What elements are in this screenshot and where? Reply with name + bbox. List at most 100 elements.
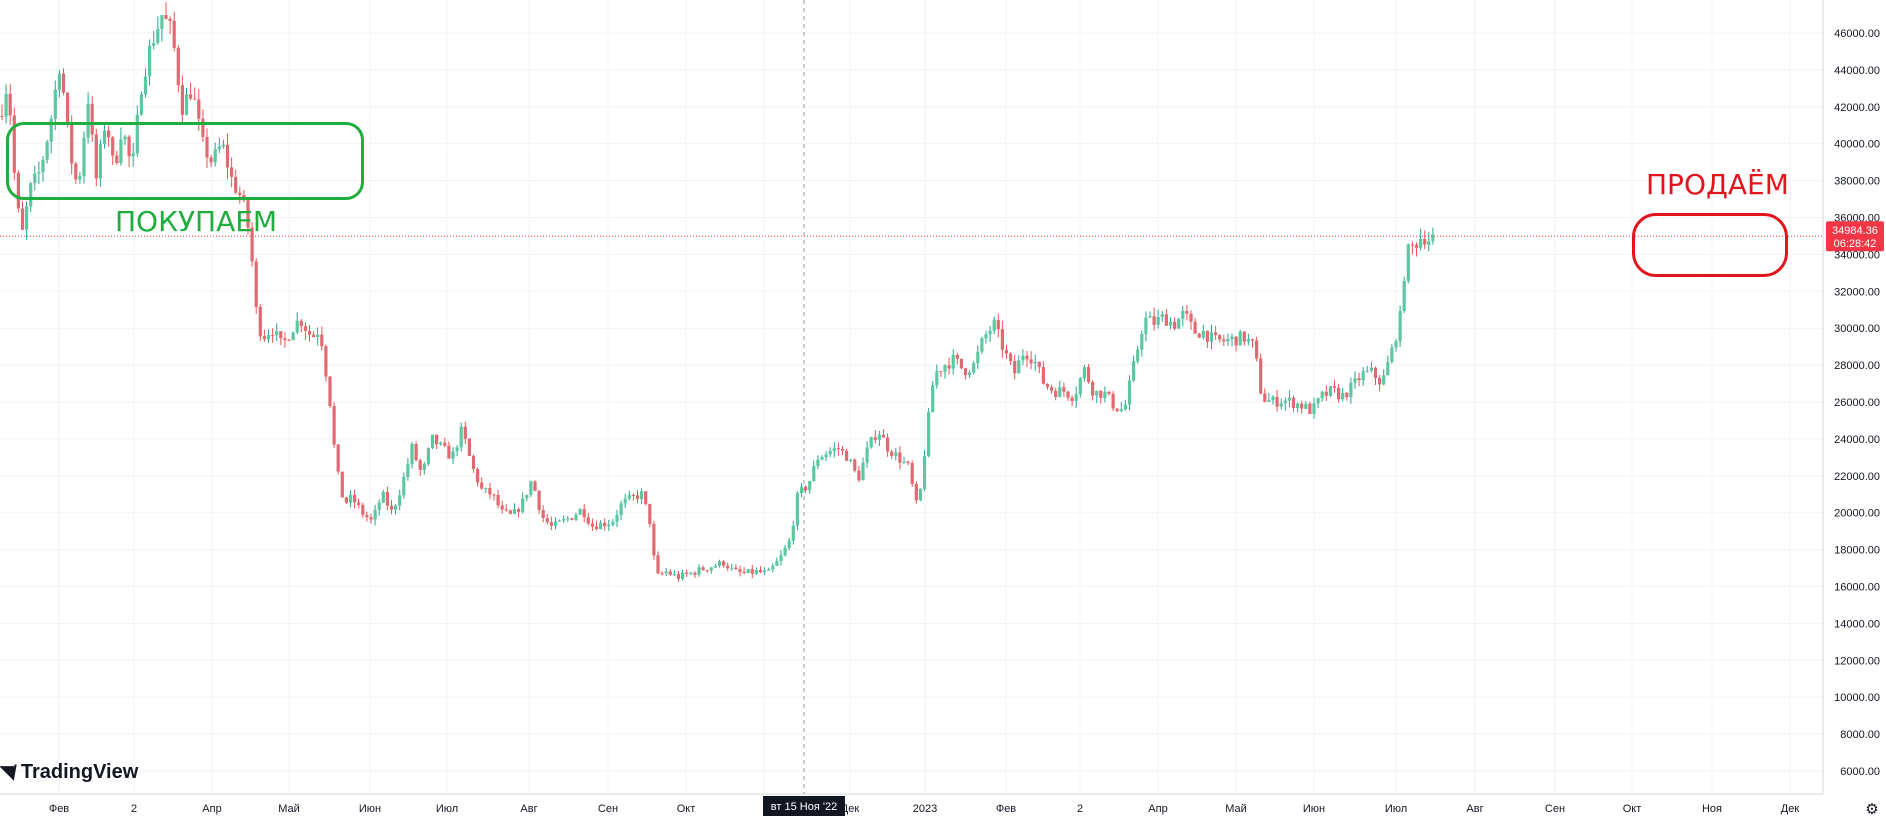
candle-body: [283, 338, 287, 340]
candle-body: [1414, 244, 1419, 248]
candle-body: [549, 522, 553, 526]
candle-body: [853, 459, 857, 471]
candle-body: [1119, 409, 1123, 412]
candle-body: [1378, 377, 1382, 385]
candle-body: [1050, 387, 1054, 391]
candle-body: [615, 514, 619, 522]
candle-body: [33, 173, 37, 184]
candle-body: [12, 115, 16, 173]
candle-body: [1279, 403, 1283, 407]
candle-body: [271, 335, 275, 337]
candle-body: [1263, 393, 1267, 402]
candle-body: [1160, 314, 1164, 317]
candle-body: [599, 522, 603, 530]
candle-body: [435, 434, 439, 445]
candle-body: [1275, 396, 1279, 407]
candle-body: [553, 521, 558, 526]
time-scale: Фев 2 Апр Май Июн Июл Авг Сен Окт Дек 2023 Фев 2 Апр М…: [49, 803, 1800, 815]
candle-body: [20, 208, 25, 230]
price-tick-label: 24000.00: [1834, 434, 1880, 446]
candle-body: [1345, 392, 1349, 398]
price-tick-label: 40000.00: [1834, 139, 1880, 151]
time-tick-label: Дек: [841, 803, 860, 815]
last-price-badge[interactable]: 34984.36 06:28:42: [1826, 221, 1884, 252]
candle-body: [496, 494, 500, 506]
candle-body: [902, 461, 906, 463]
time-tick-label: Дек: [1781, 803, 1800, 815]
price-tick-label: 16000.00: [1834, 582, 1880, 594]
candle-body: [316, 334, 320, 337]
candle-body: [340, 471, 344, 498]
candle-body: [201, 118, 205, 137]
candle-body: [758, 570, 763, 573]
candle-body: [406, 463, 410, 478]
candlestick-series: [0, 2, 1435, 582]
candle-body: [353, 494, 357, 503]
candle-body: [824, 454, 828, 458]
candle-body: [931, 385, 935, 413]
candle-body: [681, 572, 685, 580]
candle-body: [1000, 329, 1004, 350]
candle-body: [963, 368, 968, 376]
candle-body: [180, 85, 184, 115]
candle-body: [131, 153, 135, 157]
candle-body: [1193, 321, 1197, 334]
candle-body: [1316, 398, 1320, 404]
candle-body: [1427, 241, 1431, 245]
candle-body: [439, 442, 443, 445]
candle-body: [504, 509, 508, 511]
time-tick-label: Июл: [1385, 803, 1407, 815]
candle-body: [537, 490, 541, 511]
time-tick-label: Июл: [436, 803, 458, 815]
candle-body: [123, 136, 127, 140]
candle-body: [74, 163, 78, 180]
candle-body: [4, 93, 8, 117]
candle-body: [348, 494, 353, 503]
candle-body: [361, 504, 365, 515]
candle-body: [1218, 335, 1222, 340]
candle-body: [648, 503, 652, 524]
candle-body: [1107, 391, 1111, 394]
candle-body: [1054, 390, 1058, 397]
candle-body: [193, 98, 197, 100]
candle-body: [1127, 380, 1132, 405]
price-tick-label: 32000.00: [1834, 286, 1880, 298]
buy-zone-box: [6, 122, 364, 200]
candle-body: [172, 20, 176, 48]
candle-body: [148, 46, 152, 77]
candle-body: [603, 522, 607, 527]
candle-body: [877, 434, 881, 440]
candle-body: [1308, 403, 1312, 414]
candle-body: [402, 477, 406, 496]
candle-body: [98, 144, 102, 179]
candle-body: [57, 73, 61, 90]
candle-body: [1197, 333, 1201, 338]
candle-body: [221, 144, 225, 147]
candle-body: [53, 89, 57, 119]
candle-body: [738, 569, 742, 572]
last-price-value: 34984.36: [1832, 225, 1878, 237]
candle-body: [418, 460, 422, 470]
candle-body: [291, 332, 295, 341]
candle-body: [1246, 339, 1250, 342]
candle-body: [713, 565, 717, 568]
tradingview-logo[interactable]: ◥/ TradingView: [0, 758, 138, 786]
gear-icon[interactable]: ⚙: [1865, 801, 1879, 818]
price-scale: 6000.00 8000.00 10000.00 12000.00 14000.00 16…: [1834, 28, 1880, 778]
time-tick-label: Сен: [1545, 803, 1565, 815]
price-tick-label: 14000.00: [1834, 618, 1880, 630]
candle-body: [287, 339, 291, 341]
candle-body: [607, 524, 611, 527]
candle-body: [586, 517, 590, 524]
candle-body: [398, 495, 402, 506]
candle-body: [939, 371, 943, 373]
candle-body: [869, 437, 873, 448]
candle-body: [1296, 403, 1300, 408]
candle-body: [369, 517, 373, 520]
candle-body: [521, 498, 525, 512]
candle-body: [685, 572, 689, 574]
candle-body: [1004, 349, 1009, 354]
price-tick-label: 30000.00: [1834, 323, 1880, 335]
candle-body: [1082, 367, 1086, 379]
